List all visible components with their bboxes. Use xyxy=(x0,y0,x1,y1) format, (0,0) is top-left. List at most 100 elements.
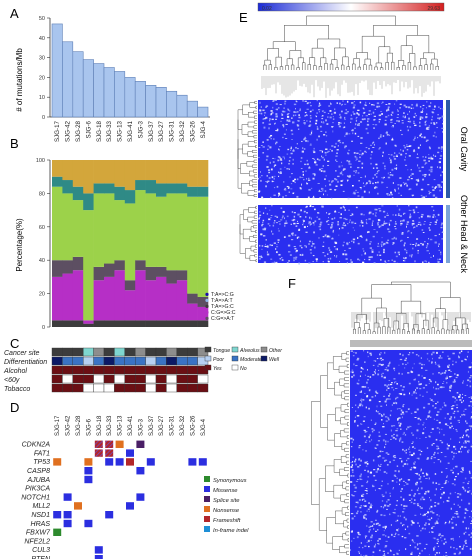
panel-f-texture-dot xyxy=(383,376,386,379)
panel-f-texture-dot xyxy=(380,414,383,416)
panel-e-texture-dot xyxy=(264,227,267,229)
panel-f-row-branch xyxy=(344,447,349,452)
panel-e-texture-dot xyxy=(387,228,390,231)
panel-f-texture-dot xyxy=(383,552,385,555)
panel-f-texture-dot xyxy=(395,397,397,399)
panel-e-texture-dot xyxy=(321,205,323,207)
panel-f-texture-dot xyxy=(395,520,397,522)
panel-f-texture-dot xyxy=(404,359,407,362)
panel-e-texture-dot xyxy=(340,115,342,118)
panel-f-texture-dot xyxy=(458,355,459,357)
panel-e-texture-dot xyxy=(390,114,392,116)
panel-c-legend-label: Moderate xyxy=(240,357,262,363)
panel-f-texture-dot xyxy=(404,367,406,369)
panel-b-segment xyxy=(72,186,84,201)
panel-f-texture-dot xyxy=(431,428,434,430)
panel-e-texture-dot xyxy=(299,187,302,190)
panel-e-texture-dot xyxy=(308,188,311,191)
panel-e-texture-dot xyxy=(418,167,420,169)
panel-e-texture-dot xyxy=(422,104,425,106)
panel-e-texture-dot xyxy=(433,179,436,181)
panel-f-texture-dot xyxy=(355,365,358,367)
panel-f-texture-dot xyxy=(414,546,417,549)
panel-e-texture-dot xyxy=(309,101,311,104)
panel-b-segment xyxy=(62,273,74,321)
panel-f-texture-dot xyxy=(433,453,435,456)
panel-f-texture-dot xyxy=(377,468,379,470)
panel-e-texture-dot xyxy=(335,159,337,162)
panel-e-texture-dot xyxy=(301,183,303,186)
panel-e-texture-dot xyxy=(400,240,402,242)
panel-e-texture-dot xyxy=(319,191,322,192)
panel-e-texture-dot xyxy=(362,225,364,227)
panel-e-texture-dot xyxy=(389,159,392,161)
panel-f-texture-dot xyxy=(454,512,456,515)
panel-f-texture-dot xyxy=(364,392,366,394)
panel-f-texture-dot xyxy=(398,364,400,366)
panel-f-texture-dot xyxy=(398,393,402,395)
panel-f-texture-dot xyxy=(389,361,391,364)
panel-f-texture-dot xyxy=(431,456,433,458)
panel-f-row-branch xyxy=(346,518,349,523)
panel-e-texture-dot xyxy=(275,103,278,105)
panel-f-texture-dot xyxy=(450,406,453,407)
panel-f-texture-dot xyxy=(458,441,461,443)
panel-e-texture-dot xyxy=(409,126,412,128)
panel-e-texture-dot xyxy=(336,160,338,163)
panel-e-texture-dot xyxy=(258,217,260,219)
panel-e-texture-dot xyxy=(364,150,367,153)
panel-e-row-branch xyxy=(253,234,257,238)
panel-e-texture-dot xyxy=(351,240,353,242)
panel-c-legend-label: Yes xyxy=(213,366,222,372)
panel-e-texture-dot xyxy=(431,115,433,118)
panel-e-texture-dot xyxy=(326,253,329,255)
panel-f-row-branch xyxy=(344,377,349,381)
panel-e-texture-dot xyxy=(359,150,362,152)
panel-f-texture-dot xyxy=(400,385,402,387)
panel-c-legend-label: Poor xyxy=(213,357,224,363)
panel-f-texture-dot xyxy=(427,490,430,493)
panel-e-texture-dot xyxy=(262,146,265,148)
panel-f-texture-dot xyxy=(374,489,376,491)
panel-e-texture-dot xyxy=(288,163,290,165)
panel-e-texture-dot xyxy=(372,177,374,179)
panel-f-texture-dot xyxy=(395,438,397,440)
panel-f-texture-dot xyxy=(423,513,426,516)
panel-c-cell xyxy=(145,356,157,366)
panel-e-texture-dot xyxy=(288,160,291,162)
panel-e-other-hn-bar xyxy=(446,205,450,263)
panel-f-texture-dot xyxy=(367,378,369,381)
panel-e-texture-dot xyxy=(259,176,261,178)
panel-f-texture-dot xyxy=(399,457,402,460)
panel-e-texture-dot xyxy=(410,169,412,171)
panel-a-bar xyxy=(114,71,126,118)
panel-e-texture-dot xyxy=(281,257,283,259)
panel-e-texture-dot xyxy=(395,155,398,157)
panel-f-row-branch xyxy=(340,404,348,412)
panel-e-texture-dot xyxy=(382,177,384,180)
panel-f-dendrogram-branch xyxy=(403,323,409,332)
panel-e-texture-dot xyxy=(336,248,338,251)
panel-f-texture-dot xyxy=(411,432,413,434)
panel-f-texture-dot xyxy=(392,512,395,514)
panel-e-texture-dot xyxy=(273,194,276,196)
panel-f-texture-dot xyxy=(366,541,368,543)
panel-e-texture-dot xyxy=(412,244,415,245)
panel-f-texture-dot xyxy=(370,353,373,356)
panel-label-f: F xyxy=(288,276,296,291)
panel-f-row-branch xyxy=(339,468,348,476)
panel-e-dendrogram-branch xyxy=(296,67,300,70)
panel-f-texture-dot xyxy=(415,483,418,486)
panel-f-texture-dot xyxy=(366,490,368,492)
panel-d-gene-label: NOTCH1 xyxy=(21,494,50,501)
panel-e-texture-dot xyxy=(335,248,337,251)
panel-e-texture-dot xyxy=(410,174,412,177)
panel-f-texture-dot xyxy=(382,550,385,552)
panel-e-texture-dot xyxy=(412,107,415,109)
panel-f-texture-dot xyxy=(407,353,410,356)
panel-e-dendrogram-branch xyxy=(263,64,267,70)
panel-f-texture-dot xyxy=(405,452,407,454)
panel-f-row-branch xyxy=(346,550,349,555)
panel-e-texture-dot xyxy=(349,166,352,169)
